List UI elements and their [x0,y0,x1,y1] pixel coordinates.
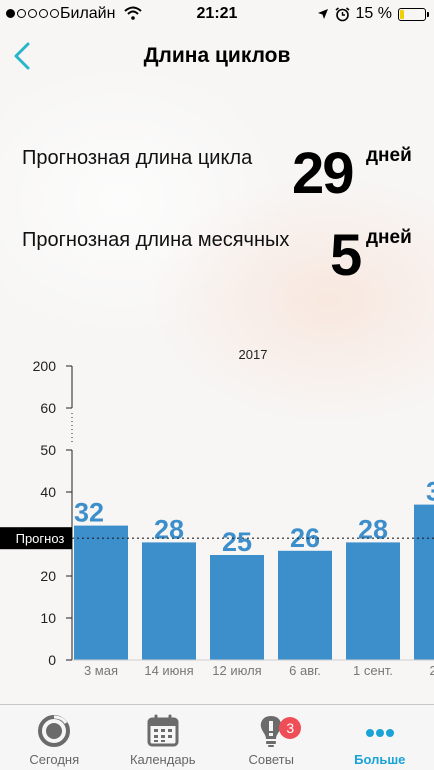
tab-tips[interactable]: 3 Советы [217,705,326,770]
tab-tips-label: Советы [248,752,294,767]
ring-icon [38,715,71,747]
forecast-label: Прогноз [16,531,65,546]
bar-unit-label: дня [78,525,100,539]
location-arrow-icon [317,9,328,19]
bar-unit-label: дней [427,504,434,518]
cycle-length-value: 29 [292,141,354,206]
cycle-length-unit: дней [366,145,412,166]
bar [142,542,196,660]
period-length-label: Прогнозная длина месячных [22,229,290,251]
tips-count-badge: 3 [279,717,302,739]
y-tick-label: 200 [33,358,57,374]
signal-strength-icon [6,9,59,18]
battery-percent: 15 % [355,5,392,22]
calendar-icon [147,714,179,747]
tab-bar: Сегодня Календарь 3 Советы [0,704,434,770]
period-length-unit: дней [366,227,412,248]
back-chevron-icon[interactable] [8,40,36,72]
x-tick-label: 12 июля [212,663,261,678]
clock: 21:21 [196,5,238,22]
tab-more-label: Больше [354,752,406,767]
bar-value-label: 37 [426,477,434,507]
bar-unit-label: дней [291,550,320,564]
bar-unit-label: дней [223,554,252,568]
carrier-name: Билайн [60,5,116,22]
cycle-length-label: Прогнозная длина цикла [22,147,253,169]
bar-value-label: 26 [290,523,320,553]
battery-level-fill [400,9,404,19]
page-title: Длина циклов [143,44,291,67]
y-tick-label: 20 [40,568,56,584]
period-length-value: 5 [330,223,363,288]
bar-value-label: 32 [74,498,104,528]
x-tick-label: 1 сент. [353,663,393,678]
x-tick-label: 14 июня [144,663,193,678]
tab-today[interactable]: Сегодня [0,705,109,770]
battery-icon [398,7,429,21]
y-tick-label: 0 [48,652,56,668]
more-dots-icon [365,729,394,737]
y-tick-label: 50 [40,442,56,458]
y-tick-label: 40 [40,484,56,500]
bar [414,504,434,660]
wifi-icon [124,6,142,20]
bulb-icon [261,716,282,747]
y-tick-label: 10 [40,610,56,626]
x-tick-label: 3 мая [84,663,118,678]
bar-unit-label: дней [155,541,184,555]
tab-calendar[interactable]: Календарь [109,705,218,770]
bar [210,555,264,660]
bar-value-label: 25 [222,527,252,557]
bar [278,550,332,660]
x-tick-label: 29 сен [430,663,434,678]
tab-more[interactable]: Больше [326,705,434,770]
chart-title: 2017 [239,347,268,362]
tab-calendar-label: Календарь [129,752,196,767]
bar [346,542,400,660]
bar [74,525,128,660]
tab-today-label: Сегодня [29,752,80,767]
alarm-clock-icon [335,6,350,21]
bar-value-label: 28 [358,514,388,544]
bar-unit-label: дней [359,541,388,555]
y-tick-label: 60 [40,400,56,416]
status-bar: Билайн 21:21 15 % [0,0,434,28]
bar-value-label: 28 [154,514,184,544]
forecast-tag [0,527,72,550]
x-tick-label: 6 авг. [289,663,321,678]
